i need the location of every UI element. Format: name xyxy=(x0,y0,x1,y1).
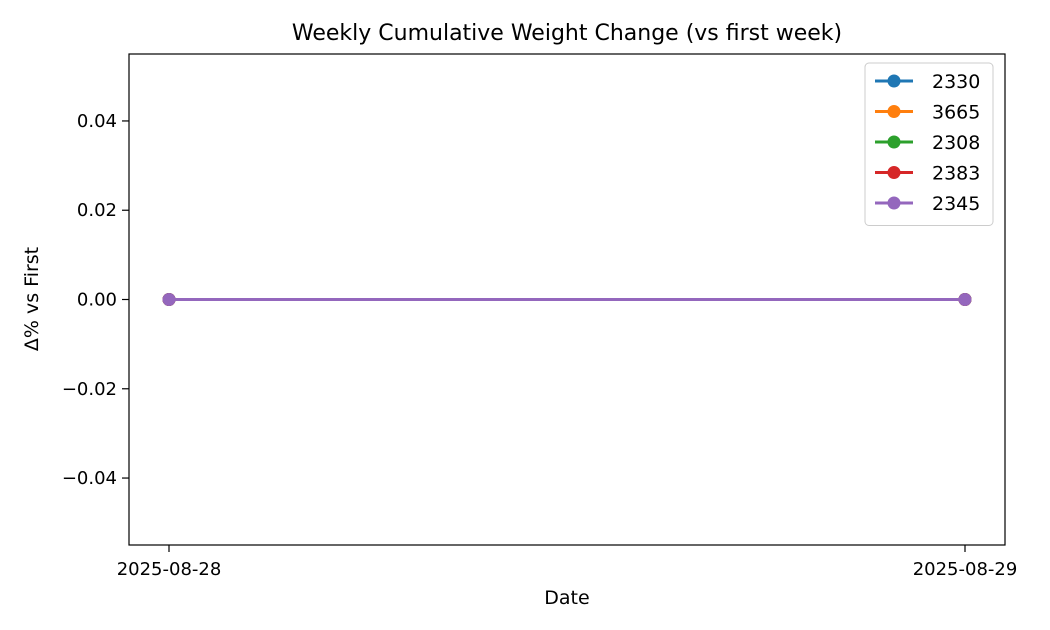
x-tick-label: 2025-08-29 xyxy=(913,559,1018,580)
legend-label-2330: 2330 xyxy=(932,71,980,93)
legend-marker-2308 xyxy=(887,135,901,149)
y-tick-label: 0.04 xyxy=(77,111,117,132)
legend-box xyxy=(864,62,994,226)
y-tick-label: 0.00 xyxy=(77,290,117,311)
y-tick-label: −0.02 xyxy=(62,379,117,400)
plot-layer xyxy=(162,293,972,306)
legend: 2330 3665 2308 2383 2345 xyxy=(864,62,994,226)
y-tick-label: −0.04 xyxy=(62,468,117,489)
x-tick-label: 2025-08-28 xyxy=(117,559,222,580)
legend-marker-2330 xyxy=(887,74,901,88)
y-axis-label: Δ% vs First xyxy=(21,247,43,351)
data-point-2345 xyxy=(162,293,176,306)
y-tick-label: 0.02 xyxy=(77,200,117,221)
legend-marker-3665 xyxy=(887,105,901,118)
legend-label-2345: 2345 xyxy=(932,193,980,215)
ticks-layer: 0.04 0.02 0.00 −0.02 −0.04 2025-08-28 2025-08-… xyxy=(62,111,1017,580)
legend-label-2308: 2308 xyxy=(932,132,980,154)
x-axis-label: Date xyxy=(544,587,589,609)
data-point-2345 xyxy=(958,293,972,306)
legend-label-3665: 3665 xyxy=(932,102,980,124)
legend-marker-2345 xyxy=(887,196,901,210)
legend-marker-2383 xyxy=(887,166,901,179)
chart-title: Weekly Cumulative Weight Change (vs firs… xyxy=(292,21,842,46)
legend-label-2383: 2383 xyxy=(932,163,980,185)
